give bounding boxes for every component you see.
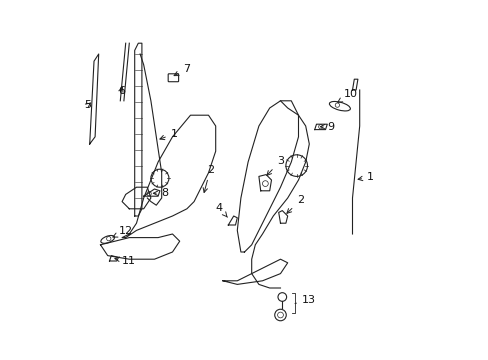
- Text: 1: 1: [160, 129, 177, 140]
- Text: 5: 5: [84, 100, 91, 110]
- Text: 11: 11: [115, 256, 136, 266]
- Text: 2: 2: [203, 165, 213, 193]
- Text: 7: 7: [174, 64, 190, 76]
- Text: 2: 2: [286, 195, 303, 213]
- Text: 1: 1: [357, 172, 373, 182]
- Text: 6: 6: [118, 86, 124, 96]
- Text: 4: 4: [215, 203, 227, 217]
- Text: 3: 3: [266, 156, 284, 175]
- Text: 10: 10: [337, 89, 357, 102]
- Text: 9: 9: [320, 122, 334, 132]
- Text: 12: 12: [113, 226, 132, 237]
- Text: 13: 13: [294, 296, 315, 306]
- Text: 8: 8: [153, 188, 168, 198]
